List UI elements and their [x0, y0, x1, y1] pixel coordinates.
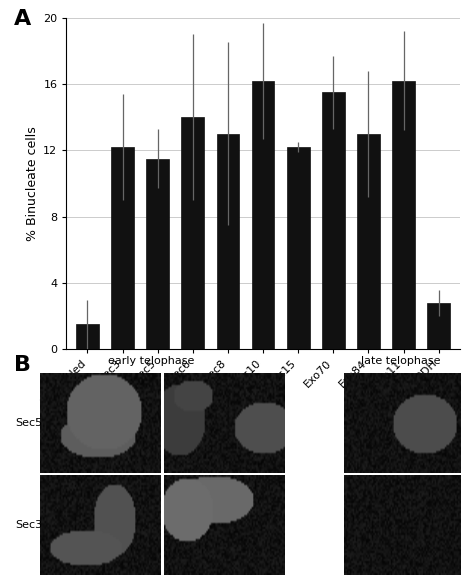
Text: Sec3: Sec3 [15, 520, 42, 531]
Bar [427, 303, 450, 349]
Text: A: A [14, 9, 31, 29]
Bar [182, 117, 204, 349]
Bar [76, 325, 99, 349]
Bar [146, 158, 169, 349]
Bar [392, 80, 415, 349]
Text: early telophase: early telophase [109, 356, 195, 366]
Bar [111, 147, 134, 349]
Bar [217, 134, 239, 349]
Bar [252, 80, 274, 349]
Text: late telophase: late telophase [361, 356, 440, 366]
Text: B: B [14, 355, 31, 375]
X-axis label: siRNA: siRNA [243, 410, 283, 424]
Bar [287, 147, 310, 349]
Bar [322, 92, 345, 349]
Bar [357, 134, 380, 349]
Text: Sec5: Sec5 [15, 417, 42, 428]
Y-axis label: % Binucleate cells: % Binucleate cells [26, 126, 39, 241]
